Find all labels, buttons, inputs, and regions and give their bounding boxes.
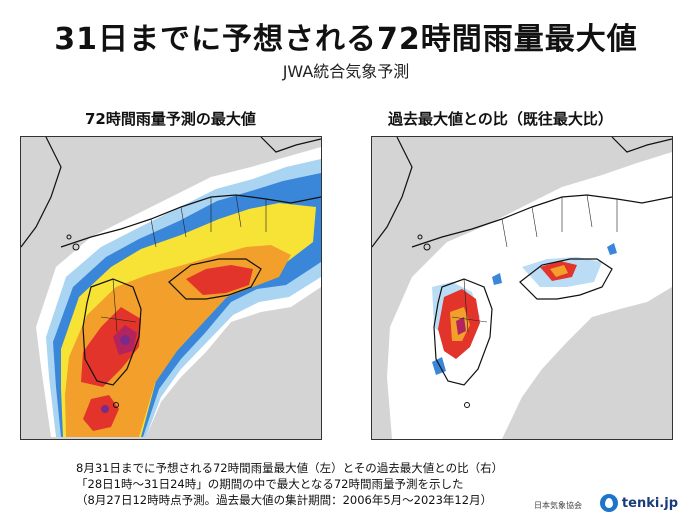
raindrop-icon bbox=[599, 494, 618, 512]
ratio-peak-kyushu bbox=[456, 317, 466, 335]
rainfall-max-map-canvas bbox=[21, 137, 321, 437]
rainfall-max-map bbox=[20, 136, 322, 440]
island bbox=[464, 402, 470, 408]
prefecture-borders bbox=[100, 194, 267, 333]
prefecture-borders bbox=[451, 194, 618, 333]
rain-peak-purple bbox=[120, 335, 130, 345]
island bbox=[113, 402, 119, 408]
tenki-logo: tenki.jp bbox=[599, 494, 678, 512]
ratio-mid-shikoku bbox=[550, 265, 568, 277]
caption-line-1: 8月31日までに予想される72時間雨量最大値（左）とその過去最大値との比（右） bbox=[76, 461, 504, 475]
island bbox=[72, 243, 80, 251]
island bbox=[423, 243, 431, 251]
rain-peak-purple-south bbox=[101, 405, 109, 413]
rain-core-red-shikoku bbox=[186, 265, 253, 295]
footer-organization: 日本気象協会 bbox=[534, 501, 582, 510]
page-subtitle: JWA統合気象予測 bbox=[282, 62, 410, 81]
right-panel-title: 過去最大値との比（既往最大比） bbox=[388, 110, 613, 128]
coastline-kyushu bbox=[433, 278, 493, 386]
coastline-shikoku bbox=[519, 258, 613, 300]
caption-line-3: （8月27日12時時点予測。過去最大値の集計期間：2006年5月～2023年12… bbox=[76, 493, 493, 507]
coastline-korea bbox=[21, 137, 62, 248]
coastline-north bbox=[260, 137, 321, 153]
island bbox=[417, 234, 423, 240]
coastline-shikoku bbox=[168, 258, 262, 300]
ratio-to-record-map bbox=[371, 136, 673, 440]
page-title: 31日までに予想される72時間雨量最大値 bbox=[54, 22, 638, 57]
coastline-honshu bbox=[60, 194, 321, 248]
island bbox=[66, 234, 72, 240]
coastline-kyushu bbox=[82, 278, 142, 386]
coastline-korea bbox=[372, 137, 413, 248]
land-area bbox=[387, 152, 672, 439]
caption: 8月31日までに予想される72時間雨量最大値（左）とその過去最大値との比（右） … bbox=[76, 460, 503, 508]
tenki-logo-text: tenki.jp bbox=[621, 495, 678, 511]
ratio-to-record-map-canvas bbox=[372, 137, 672, 439]
left-panel-title: 72時間雨量予測の最大値 bbox=[85, 110, 256, 128]
coastline-north bbox=[611, 137, 672, 153]
caption-line-2: 「28日1時～31日24時」の期間の中で最大となる72時間雨量予測を示した bbox=[76, 477, 464, 491]
coastline-honshu bbox=[411, 194, 672, 248]
rain-core-red-south bbox=[83, 395, 119, 431]
